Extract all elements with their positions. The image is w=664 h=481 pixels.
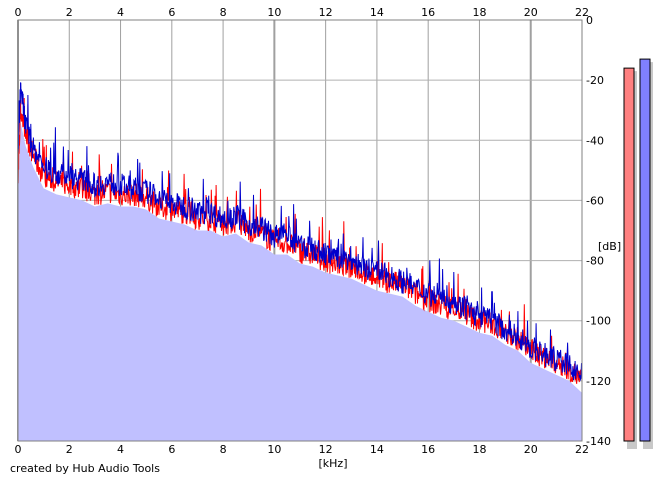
x-ticks-bottom: 0 2 4 6 8 10 12 14 16 18 20 22: [15, 443, 590, 456]
x-tick-label-top: 8: [220, 6, 227, 19]
x-tick-label-bottom: 6: [168, 443, 175, 456]
x-tick-label-bottom: 14: [370, 443, 384, 456]
x-axis-label: [kHz]: [319, 457, 348, 470]
y-tick-label: -40: [586, 134, 604, 147]
y-tick-label: -100: [586, 315, 611, 328]
y-tick-label: 0: [586, 14, 593, 27]
spectrum-lines: [17, 82, 583, 384]
x-tick-label-top: 16: [421, 6, 435, 19]
plot-frame: [17, 19, 583, 442]
x-ticks-top: 0 2 4 6 8 10 12 14 16 18 20 22: [15, 6, 590, 19]
x-tick-label-top: 20: [524, 6, 538, 19]
right-channel-meter: [639, 58, 651, 442]
x-tick-label-top: 10: [267, 6, 281, 19]
left-channel-meter: [623, 67, 635, 442]
y-tick-label: -140: [586, 435, 611, 448]
x-tick-label-top: 2: [66, 6, 73, 19]
spectrum-area: [18, 122, 582, 441]
x-tick-label-top: 0: [15, 6, 22, 19]
x-tick-label-bottom: 10: [267, 443, 281, 456]
x-tick-label-top: 4: [117, 6, 124, 19]
x-tick-label-bottom: 4: [117, 443, 124, 456]
x-tick-label-bottom: 8: [220, 443, 227, 456]
x-tick-label-top: 22: [575, 6, 589, 19]
spectrum-fill: [18, 122, 582, 441]
y-tick-label: -80: [586, 255, 604, 268]
x-tick-label-bottom: 22: [575, 443, 589, 456]
x-tick-label-top: 6: [168, 6, 175, 19]
y-ticks: 0 -20 -40 -60 -80 -100 -120 -140: [586, 14, 611, 448]
x-tick-label-bottom: 0: [15, 443, 22, 456]
y-tick-label: -120: [586, 375, 611, 388]
x-tick-label-top: 14: [370, 6, 384, 19]
credit-text: created by Hub Audio Tools: [10, 462, 160, 475]
x-tick-label-top: 12: [319, 6, 333, 19]
x-tick-label-bottom: 20: [524, 443, 538, 456]
x-tick-label-top: 18: [472, 6, 486, 19]
level-meters: [623, 58, 653, 449]
y-tick-label: -60: [586, 194, 604, 207]
x-tick-label-bottom: 16: [421, 443, 435, 456]
frame-border: [17, 19, 583, 442]
x-tick-label-bottom: 18: [472, 443, 486, 456]
y-axis-label: [dB]: [598, 240, 621, 253]
y-tick-label: -20: [586, 74, 604, 87]
x-tick-label-bottom: 12: [319, 443, 333, 456]
x-tick-label-bottom: 2: [66, 443, 73, 456]
series-line-1: [17, 82, 583, 382]
